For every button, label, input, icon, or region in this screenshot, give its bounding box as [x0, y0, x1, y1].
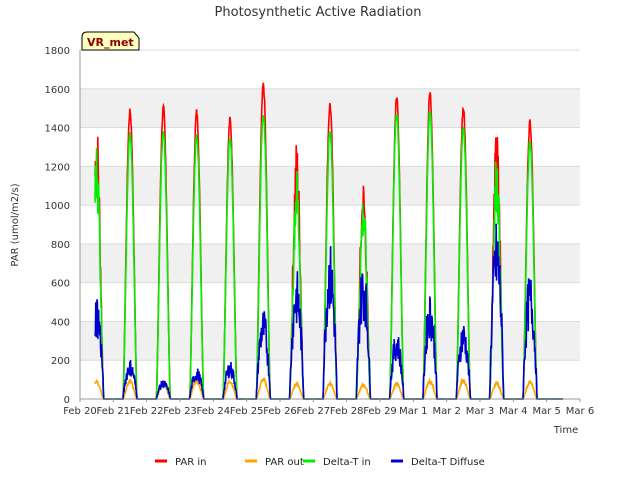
y-axis-title: PAR (umol/m2/s) — [10, 183, 21, 266]
y-tick-label: 800 — [51, 240, 70, 251]
site-badge: VR_met — [81, 31, 140, 51]
y-tick-label: 1600 — [45, 85, 70, 96]
legend-label: PAR in — [175, 457, 206, 468]
x-tick-label: Mar 4 — [499, 406, 527, 417]
site-badge-label: VR_met — [87, 36, 134, 49]
y-tick-label: 1200 — [45, 162, 70, 173]
x-tick-label: Mar 6 — [566, 406, 594, 417]
plot-band — [80, 166, 580, 206]
chart-title: Photosynthetic Active Radiation — [215, 5, 422, 20]
x-tick-label: Feb 20 — [63, 406, 97, 417]
y-tick-label: 1800 — [45, 46, 70, 57]
y-tick-label: 0 — [64, 395, 70, 406]
x-axis-title: Time — [553, 425, 578, 436]
x-tick-label: Feb 24 — [197, 406, 231, 417]
y-tick-label: 600 — [51, 279, 70, 290]
x-tick-label: Feb 26 — [263, 406, 297, 417]
x-tick-label: Feb 25 — [230, 406, 264, 417]
x-tick-label: Mar 5 — [532, 406, 560, 417]
x-tick-label: Mar 2 — [432, 406, 460, 417]
x-tick-label: Mar 1 — [399, 406, 427, 417]
x-tick-label: Feb 28 — [330, 406, 364, 417]
y-tick-label: 200 — [51, 356, 70, 367]
plot-band — [80, 321, 580, 361]
x-tick-label: Feb 21 — [97, 406, 131, 417]
x-tick-label: Feb 23 — [163, 406, 197, 417]
x-tick-label: Feb 27 — [297, 406, 331, 417]
x-tick-label: Feb 29 — [363, 406, 397, 417]
plot-area — [80, 50, 580, 399]
site-badge-box — [81, 31, 140, 51]
legend-label: Delta-T Diffuse — [411, 457, 485, 468]
legend-label: PAR out — [265, 457, 304, 468]
x-tick-label: Feb 22 — [130, 406, 164, 417]
y-tick-label: 1400 — [45, 124, 70, 135]
legend: PAR in PAR out Delta-T in Delta-T Diffuse — [155, 457, 485, 468]
y-tick-label: 400 — [51, 317, 70, 328]
x-tick-label: Mar 3 — [466, 406, 494, 417]
y-tick-label: 1000 — [45, 201, 70, 212]
legend-label: Delta-T in — [323, 457, 371, 468]
